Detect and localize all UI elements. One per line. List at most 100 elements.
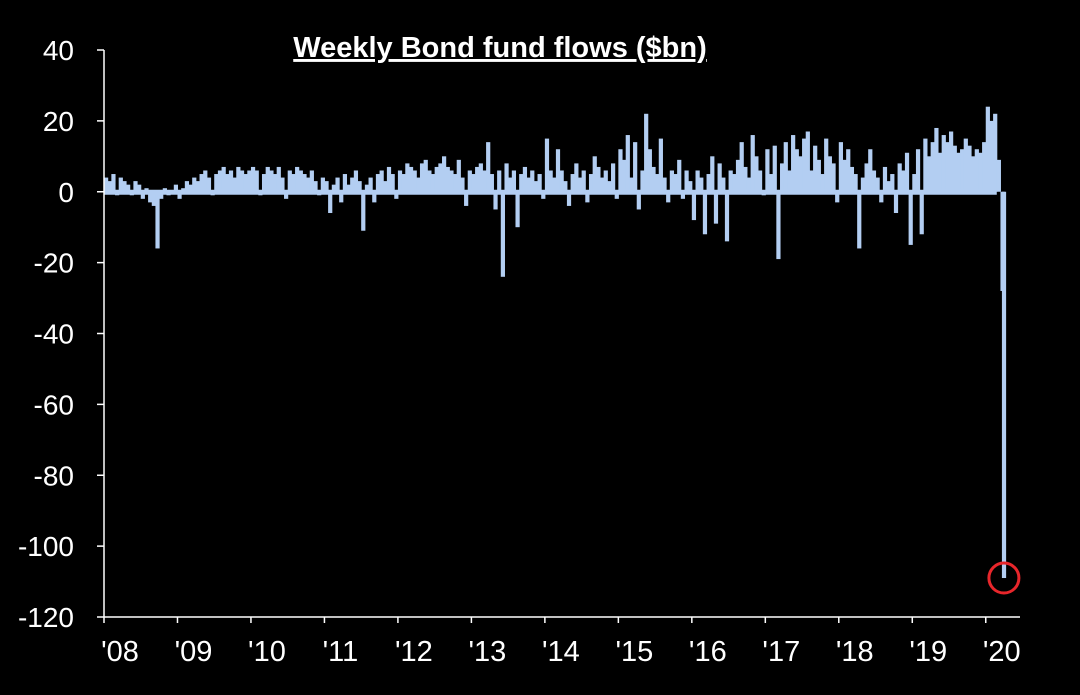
bar xyxy=(118,177,123,192)
bar xyxy=(449,170,454,192)
bar xyxy=(875,177,880,192)
bar xyxy=(901,170,906,192)
bar xyxy=(908,191,913,245)
bar xyxy=(287,170,292,192)
bar xyxy=(614,191,619,199)
bar xyxy=(140,191,145,199)
bar xyxy=(625,135,630,192)
bar xyxy=(585,191,590,203)
bar xyxy=(989,120,994,192)
bar xyxy=(706,174,711,192)
bar xyxy=(923,138,928,192)
bar xyxy=(199,174,204,192)
x-tick-label: '18 xyxy=(836,636,874,668)
bar xyxy=(971,156,976,192)
bar xyxy=(188,184,193,192)
bar xyxy=(805,131,810,192)
bar xyxy=(500,191,505,277)
bar xyxy=(963,138,968,192)
bar xyxy=(783,142,788,192)
bar xyxy=(754,156,759,192)
bar xyxy=(820,174,825,192)
bar xyxy=(684,170,689,192)
bar xyxy=(640,170,645,192)
bar xyxy=(419,163,425,192)
bar xyxy=(401,174,406,192)
bar xyxy=(581,170,586,192)
bar xyxy=(504,163,509,192)
bar xyxy=(541,191,546,199)
bar xyxy=(655,174,660,192)
bar xyxy=(588,174,594,192)
bar xyxy=(555,149,561,192)
bar xyxy=(798,156,803,192)
x-tick-label: '12 xyxy=(395,636,433,668)
y-tick-label: -120 xyxy=(18,602,74,633)
bar xyxy=(978,152,983,192)
bar xyxy=(835,191,840,203)
bar xyxy=(232,177,237,192)
x-tick-label: '14 xyxy=(542,636,580,668)
bar xyxy=(442,156,447,192)
bar xyxy=(710,156,715,192)
bar xyxy=(629,177,634,192)
bar xyxy=(159,191,164,199)
chart-title: Weekly Bond fund flows ($bn) xyxy=(293,32,707,64)
x-tick-label: '20 xyxy=(983,636,1021,668)
bar xyxy=(673,174,678,192)
x-ticks: '08 '09 '10 '11 '12 '13 '14 '15 '16 '17 '18 '19 '20 xyxy=(101,617,1021,668)
bar xyxy=(563,181,568,192)
bar xyxy=(379,170,384,192)
bar xyxy=(324,181,329,192)
bar xyxy=(467,170,472,192)
bar xyxy=(695,170,700,192)
bar xyxy=(265,166,270,192)
bar xyxy=(383,181,388,192)
bar xyxy=(912,174,917,192)
y-tick-label: -80 xyxy=(34,460,74,491)
bar xyxy=(824,138,829,192)
bar xyxy=(151,191,156,206)
x-tick-label: '08 xyxy=(101,636,139,668)
bar xyxy=(647,149,652,192)
bar xyxy=(607,181,612,192)
bar xyxy=(530,170,535,192)
bar xyxy=(890,174,895,192)
bar xyxy=(651,166,656,192)
bar xyxy=(882,166,888,192)
bar xyxy=(941,135,946,192)
bar xyxy=(111,174,116,192)
bar xyxy=(728,170,733,192)
bar xyxy=(717,163,722,192)
bar xyxy=(386,166,392,192)
bar xyxy=(915,149,921,192)
bar xyxy=(155,191,160,249)
y-tick-label: 0 xyxy=(58,177,74,208)
bar xyxy=(570,174,575,192)
bar xyxy=(930,142,935,192)
y-tick-label: -60 xyxy=(34,389,74,420)
bar xyxy=(243,174,248,192)
bar xyxy=(937,152,943,192)
bar xyxy=(732,174,737,192)
bar xyxy=(618,149,623,192)
bar xyxy=(261,174,267,192)
bar xyxy=(934,127,939,192)
bar xyxy=(104,177,109,192)
bar xyxy=(871,170,877,192)
bar xyxy=(544,138,550,192)
x-tick-label: '15 xyxy=(615,636,653,668)
bar xyxy=(548,170,553,192)
x-tick-label: '11 xyxy=(323,636,359,668)
bar xyxy=(794,149,799,192)
bar xyxy=(192,177,197,192)
bar xyxy=(368,177,373,192)
bar xyxy=(768,174,774,192)
bar xyxy=(622,159,627,192)
highlight-circle xyxy=(987,561,1021,595)
bar xyxy=(515,191,520,228)
bar xyxy=(982,142,987,192)
bar xyxy=(765,149,770,192)
bar xyxy=(405,163,410,192)
